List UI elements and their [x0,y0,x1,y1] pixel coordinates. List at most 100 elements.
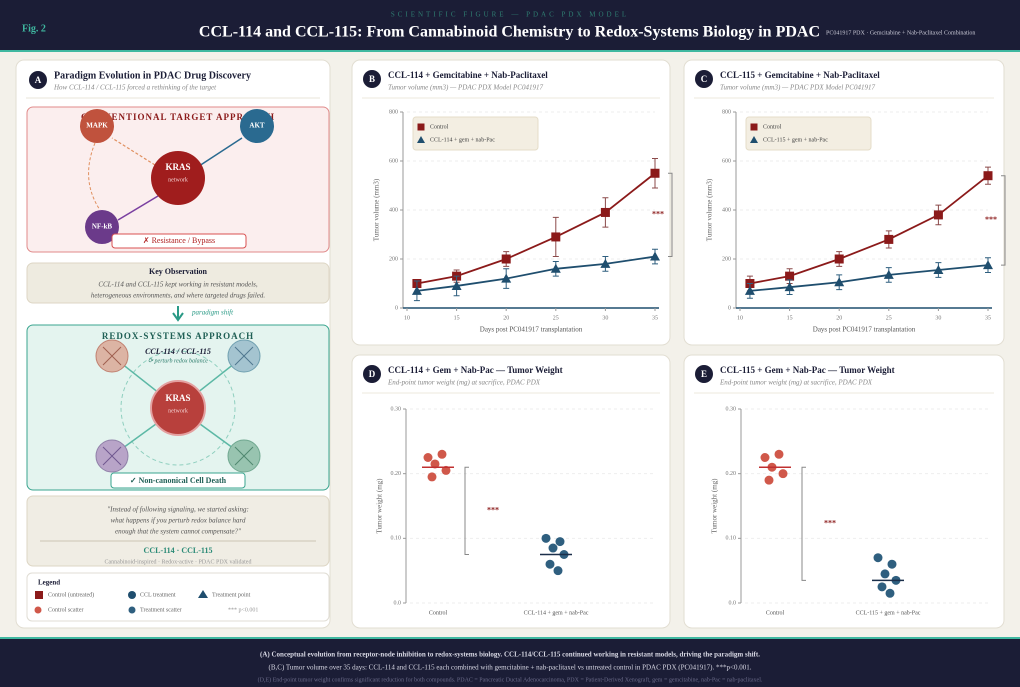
conventional-title: CONVENTIONAL TARGET APPROACH [81,112,275,122]
panel-letter: B [369,74,375,84]
figure-subtitle: PC041917 PDX · Gemcitabine + Nab-Paclita… [826,30,975,36]
action-label: ⟳ perturb redox balance [148,358,208,364]
observation-text: CCL-114 and CCL-115 kept working in resi… [98,281,258,289]
panel-letter: E [701,369,707,379]
y-tick-label: 0.30 [726,406,737,412]
marker [600,258,611,268]
x-tick-label: 30 [602,315,608,321]
panel-badge [363,365,381,383]
y-tick-label: 200 [722,256,731,262]
marker [550,263,561,273]
resistance-label: ✗ Resistance / Bypass [143,236,215,245]
y-axis-label: Tumor weight (mg) [376,478,384,534]
caption-line: (B,C) Tumor volume over 35 days: CCL-114… [269,664,752,672]
node-label: KRAS [165,393,190,403]
redox-title: REDOX-SYSTEMS APPROACH [102,331,254,341]
marker [784,282,795,292]
node-sublabel: network [168,177,188,183]
marker [983,260,993,270]
significance-label: *** [652,210,664,219]
quote-line: what happens if you perturb redox balanc… [111,517,246,525]
node-label: AKT [249,122,265,130]
redox-ring [120,350,236,466]
panel-letter: A [35,75,42,85]
point [541,533,551,543]
legend-label: Control scatter [48,607,84,613]
node-label: MAPK [86,122,108,130]
y-tick-label: 200 [389,256,398,262]
y-tick-label: 0.0 [394,600,402,606]
observation-title: Key Observation [149,267,208,276]
panel-subtitle: End-point tumor weight (mg) at sacrifice… [387,379,541,387]
card-b [351,59,671,346]
y-tick-label: 0.10 [391,536,402,542]
node-akt [240,109,274,143]
legend-title: Legend [38,579,60,587]
panel-letter: D [369,369,376,379]
node-sublabel: network [168,408,188,414]
y-tick-label: 0.30 [391,406,402,412]
legend-swatch [750,123,758,131]
node-kras [150,380,206,436]
point [778,469,788,479]
node-mapk [80,109,114,143]
figure-title: CCL-114 and CCL-115: From Cannabinoid Ch… [199,24,820,41]
significance-bracket [801,466,806,581]
legend-box [26,572,330,622]
panel-title: CCL-115 + Gem + Nab-Pac — Tumor Weight [720,365,895,375]
resistance-box [111,233,247,249]
panel-subtitle: Tumor volume (mm3) — PDAC PDX Model PC04… [388,84,543,92]
series-line [749,264,989,292]
point [760,453,770,462]
panel-badge [695,365,713,383]
point [885,588,895,598]
y-tick-label: 600 [722,158,731,164]
x-tick-label: 10 [404,315,410,321]
legend-swatch [35,591,43,599]
point [880,569,890,579]
y-tick-label: 0.20 [726,471,737,477]
legend-swatch [128,606,136,614]
x-tick-label: 20 [836,315,842,321]
significance-bracket [668,172,673,258]
kicker: SCIENTIFIC FIGURE — PDAC PDX MODEL [391,11,629,19]
node-nfkb [85,210,119,244]
marker [983,171,993,181]
marker [451,280,462,290]
marker [501,254,511,264]
panel-subtitle: How CCL-114 / CCL-115 forced a rethinkin… [53,84,217,92]
x-tick-label: 10 [737,315,743,321]
point [441,465,451,475]
y-tick-label: 0.0 [729,600,737,606]
marker [834,277,845,287]
x-axis-label: Days post PC041917 transplantation [813,326,916,334]
y-tick-label: 400 [722,207,731,213]
header-rule [0,50,1020,52]
footer-rule [0,637,1020,639]
significance-label: *** [824,519,836,528]
point [423,453,433,462]
x-tick-label: 15 [454,315,460,321]
significance-label: *** [985,215,997,224]
card-d [351,354,671,629]
marker [650,251,660,261]
fig-label: Fig. 2 [22,23,46,34]
point [427,472,437,482]
observation-text: heterogeneous environments, and where ta… [91,292,266,300]
x-tick-label: 25 [553,315,559,321]
marker [834,254,844,264]
x-axis-label: Days post PC041917 transplantation [480,326,583,334]
marker [551,232,561,242]
panel-badge [695,70,713,88]
point [774,449,784,459]
marker [501,273,512,283]
x-tick-label: 30 [935,315,941,321]
card-c [683,59,1005,346]
y-tick-label: 800 [389,109,398,115]
marker [933,265,944,275]
marker [411,285,422,295]
panel-badge [29,71,47,89]
legend-label: CCL treatment [140,592,176,598]
legend-label: CCL-114 + gem + nab-Pac [430,137,495,143]
